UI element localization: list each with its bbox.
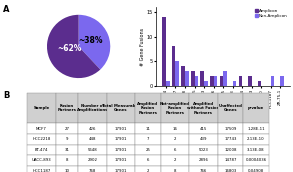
Bar — [200, 71, 204, 86]
Text: ~62%: ~62% — [58, 44, 82, 52]
Bar — [162, 17, 166, 86]
Bar — [166, 81, 170, 86]
Bar — [280, 76, 284, 86]
Bar — [204, 81, 208, 86]
Bar — [239, 76, 242, 86]
Bar — [223, 71, 227, 86]
Text: A: A — [3, 5, 9, 14]
Bar — [176, 61, 179, 86]
Wedge shape — [47, 15, 100, 78]
Bar — [185, 71, 189, 86]
Bar — [172, 46, 176, 86]
Bar — [195, 76, 198, 86]
Bar — [258, 81, 261, 86]
Bar — [219, 76, 223, 86]
Bar — [210, 76, 214, 86]
Bar — [271, 76, 275, 86]
Bar — [248, 76, 252, 86]
Y-axis label: # Gene Fusions: # Gene Fusions — [140, 27, 145, 66]
Legend: Amplicon, Non-Amplicon: Amplicon, Non-Amplicon — [254, 9, 288, 18]
Text: ~38%: ~38% — [79, 36, 103, 45]
Wedge shape — [79, 15, 110, 69]
Text: B: B — [3, 91, 9, 100]
Bar — [191, 71, 195, 86]
Bar — [233, 81, 236, 86]
Bar — [181, 66, 185, 86]
Bar — [214, 76, 217, 86]
